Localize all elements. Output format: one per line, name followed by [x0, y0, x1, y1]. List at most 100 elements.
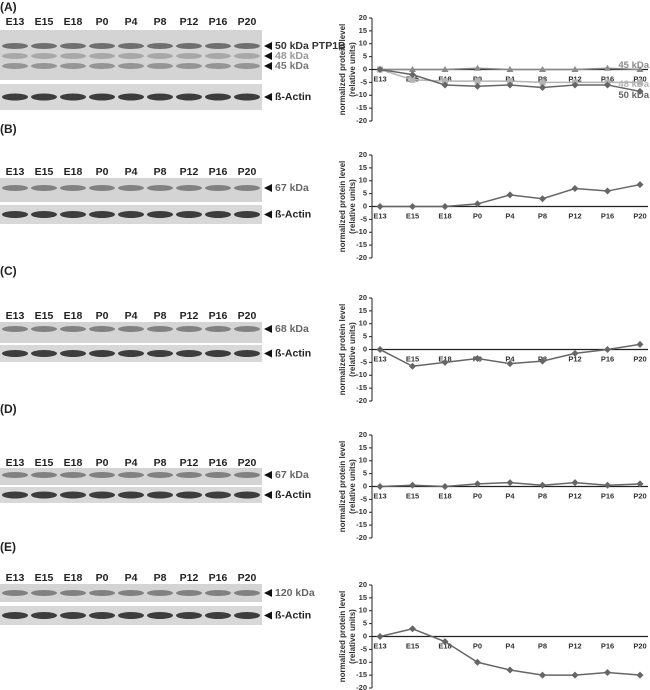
y-tick-label: -5 [360, 357, 367, 366]
x-tick-label: P12 [568, 74, 581, 83]
band [2, 350, 28, 357]
band [205, 185, 231, 191]
band [118, 211, 144, 218]
lane-label: E18 [64, 457, 83, 469]
lane-label: P12 [180, 310, 199, 322]
lane-label: E13 [6, 572, 25, 584]
marker [539, 357, 546, 365]
y-tick-label: -15 [356, 520, 367, 529]
band-label: ß-Actin [275, 91, 311, 103]
band [60, 63, 86, 69]
band-label: 67 kDa [275, 182, 309, 194]
band [2, 43, 28, 49]
lane-label: P4 [125, 572, 138, 584]
y-axis-label: (relative units) [348, 609, 357, 664]
marker [474, 78, 481, 85]
x-tick-label: P4 [505, 354, 515, 363]
band [176, 350, 202, 357]
x-tick-label: P16 [601, 641, 614, 650]
band [89, 326, 115, 332]
marker [506, 360, 514, 368]
y-tick-label: -5 [360, 77, 367, 86]
x-tick-label: P16 [601, 491, 614, 500]
band [89, 472, 115, 478]
band [234, 185, 260, 191]
band [147, 63, 173, 69]
marker [604, 187, 611, 195]
marker [442, 78, 448, 85]
y-tick-label: -15 [356, 240, 367, 249]
x-tick-label: P12 [568, 211, 581, 220]
x-tick-label: P8 [538, 211, 547, 220]
x-tick-label: P20 [633, 74, 646, 83]
lane-label: P20 [238, 166, 257, 178]
marker [474, 64, 481, 71]
lane-label: P20 [238, 457, 257, 469]
band [234, 590, 260, 596]
arrow [264, 184, 272, 192]
y-axis-label: (relative units) [348, 459, 357, 514]
blot [0, 30, 262, 80]
lane-label: P0 [96, 572, 109, 584]
band [147, 612, 173, 619]
y-tick-label: -10 [356, 227, 367, 236]
lane-label: E13 [6, 16, 25, 28]
band [205, 93, 231, 101]
x-tick-label: P8 [538, 74, 547, 83]
marker [441, 81, 449, 89]
band [60, 53, 86, 59]
band [176, 185, 202, 191]
marker [604, 481, 611, 489]
marker [571, 81, 579, 89]
band [89, 612, 115, 619]
band-label: ß-Actin [275, 609, 311, 621]
band [31, 43, 57, 49]
marker [539, 671, 546, 679]
marker [636, 340, 644, 348]
y-tick-label: 5 [363, 52, 367, 61]
lane-label: P4 [125, 16, 138, 28]
marker [376, 346, 384, 353]
band [89, 185, 115, 191]
x-tick-label: E15 [406, 211, 419, 220]
x-tick-label: E13 [373, 641, 386, 650]
band [60, 590, 86, 596]
y-axis-label: (relative units) [348, 179, 357, 234]
arrow [264, 589, 272, 597]
band [2, 326, 28, 332]
marker [376, 483, 384, 490]
band [60, 472, 86, 478]
panel-label: (A) [0, 0, 17, 14]
marker [507, 78, 513, 85]
band [234, 491, 260, 499]
x-tick-label: E18 [438, 211, 451, 220]
x-tick-label: P12 [568, 354, 581, 363]
band [31, 491, 57, 499]
band-label: 50 kDa PTP1B [275, 40, 346, 52]
y-tick-label: 5 [363, 332, 367, 341]
marker [376, 203, 384, 210]
band [2, 612, 28, 619]
arrow [264, 471, 272, 479]
lane-label: E13 [6, 457, 25, 469]
band [205, 53, 231, 59]
x-tick-label: P20 [633, 641, 646, 650]
marker [539, 79, 546, 86]
lane-label: E15 [35, 166, 54, 178]
band [60, 350, 86, 357]
marker [604, 81, 611, 89]
lane-label: P20 [238, 572, 257, 584]
band [2, 63, 28, 69]
x-tick-label: E18 [438, 641, 451, 650]
band [118, 53, 144, 59]
arrow [264, 62, 272, 70]
y-tick-label: 10 [359, 456, 367, 465]
x-tick-label: E15 [406, 354, 419, 363]
band [118, 590, 144, 596]
y-tick-label: 0 [363, 481, 367, 490]
marker [441, 203, 449, 210]
marker [637, 79, 643, 86]
band [31, 350, 57, 357]
arrow [264, 42, 272, 50]
